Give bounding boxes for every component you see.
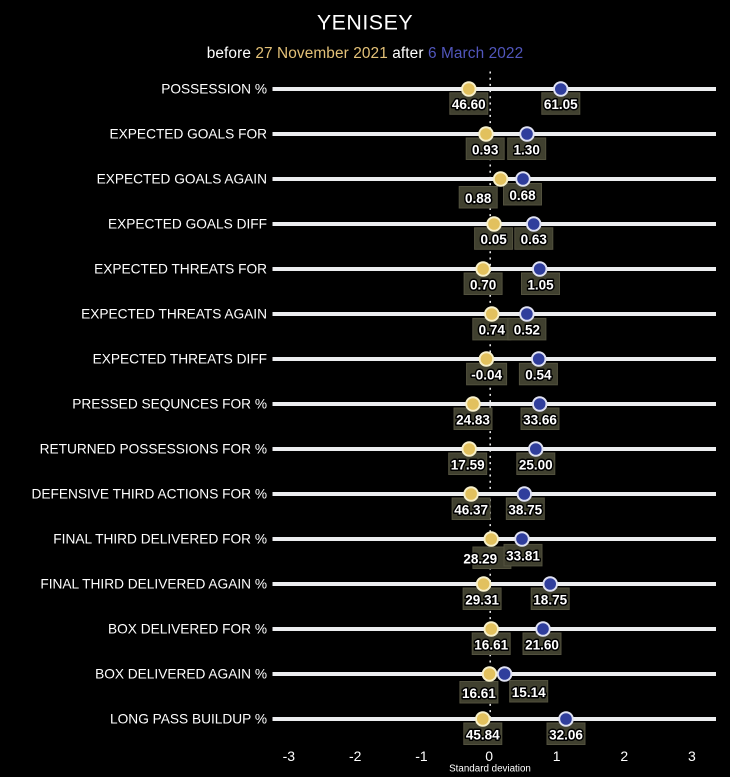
svg-text:33.81: 33.81 [506,549,540,564]
svg-text:EXPECTED THREATS AGAIN: EXPECTED THREATS AGAIN [81,307,267,322]
svg-text:-0.04: -0.04 [471,368,502,383]
svg-text:BOX DELIVERED AGAIN %: BOX DELIVERED AGAIN % [95,667,267,682]
svg-text:16.61: 16.61 [462,686,496,701]
svg-text:-2: -2 [349,748,362,764]
svg-text:BOX DELIVERED FOR %: BOX DELIVERED FOR % [108,622,267,637]
svg-text:16.61: 16.61 [474,637,508,652]
svg-text:2: 2 [620,748,628,764]
svg-text:32.06: 32.06 [549,727,583,742]
svg-text:before 27 November 2021 after: before 27 November 2021 after 6 March 20… [207,45,524,62]
svg-text:YENISEY: YENISEY [317,10,413,34]
svg-text:-3: -3 [283,748,296,764]
svg-text:FINAL THIRD DELIVERED AGAIN %: FINAL THIRD DELIVERED AGAIN % [40,577,267,592]
svg-text:EXPECTED THREATS FOR: EXPECTED THREATS FOR [94,262,267,277]
svg-text:0.05: 0.05 [480,232,507,247]
svg-text:1.30: 1.30 [514,142,540,157]
svg-text:0.52: 0.52 [514,323,540,338]
svg-text:0.63: 0.63 [521,232,548,247]
svg-text:EXPECTED GOALS AGAIN: EXPECTED GOALS AGAIN [97,172,267,187]
svg-text:33.66: 33.66 [523,412,557,427]
svg-text:FINAL THIRD DELIVERED FOR %: FINAL THIRD DELIVERED FOR % [53,532,267,547]
svg-text:28.29: 28.29 [463,551,497,566]
svg-text:RETURNED POSSESSIONS FOR %: RETURNED POSSESSIONS FOR % [40,442,267,457]
svg-text:1: 1 [553,748,561,764]
svg-text:Standard deviation: Standard deviation [449,764,531,775]
svg-text:38.75: 38.75 [508,502,542,517]
svg-text:0.70: 0.70 [470,277,496,292]
svg-text:46.60: 46.60 [452,97,486,112]
svg-text:0.93: 0.93 [472,142,499,157]
svg-text:17.59: 17.59 [451,457,485,472]
svg-text:0: 0 [485,748,493,764]
svg-text:0.88: 0.88 [465,191,492,206]
svg-text:25.00: 25.00 [519,457,553,472]
svg-text:POSSESSION %: POSSESSION % [161,82,267,97]
svg-text:46.37: 46.37 [454,502,488,517]
svg-text:45.84: 45.84 [466,727,500,742]
svg-text:29.31: 29.31 [465,592,499,607]
svg-text:-1: -1 [415,748,428,764]
svg-text:PRESSED SEQUNCES FOR %: PRESSED SEQUNCES FOR % [72,397,267,412]
svg-text:DEFENSIVE THIRD ACTIONS FOR %: DEFENSIVE THIRD ACTIONS FOR % [31,487,267,502]
svg-text:61.05: 61.05 [544,97,578,112]
svg-text:3: 3 [688,748,696,764]
svg-text:EXPECTED GOALS DIFF: EXPECTED GOALS DIFF [108,217,267,232]
svg-text:0.68: 0.68 [509,188,536,203]
svg-text:EXPECTED GOALS FOR: EXPECTED GOALS FOR [110,127,268,142]
svg-text:1.05: 1.05 [527,277,554,292]
svg-text:24.83: 24.83 [456,412,490,427]
svg-text:EXPECTED THREATS DIFF: EXPECTED THREATS DIFF [93,352,267,367]
svg-text:0.54: 0.54 [525,368,552,383]
svg-text:LONG PASS BUILDUP %: LONG PASS BUILDUP % [110,712,267,727]
svg-text:18.75: 18.75 [533,592,567,607]
svg-text:21.60: 21.60 [525,637,559,652]
svg-text:0.74: 0.74 [479,323,506,338]
svg-text:15.14: 15.14 [512,685,546,700]
